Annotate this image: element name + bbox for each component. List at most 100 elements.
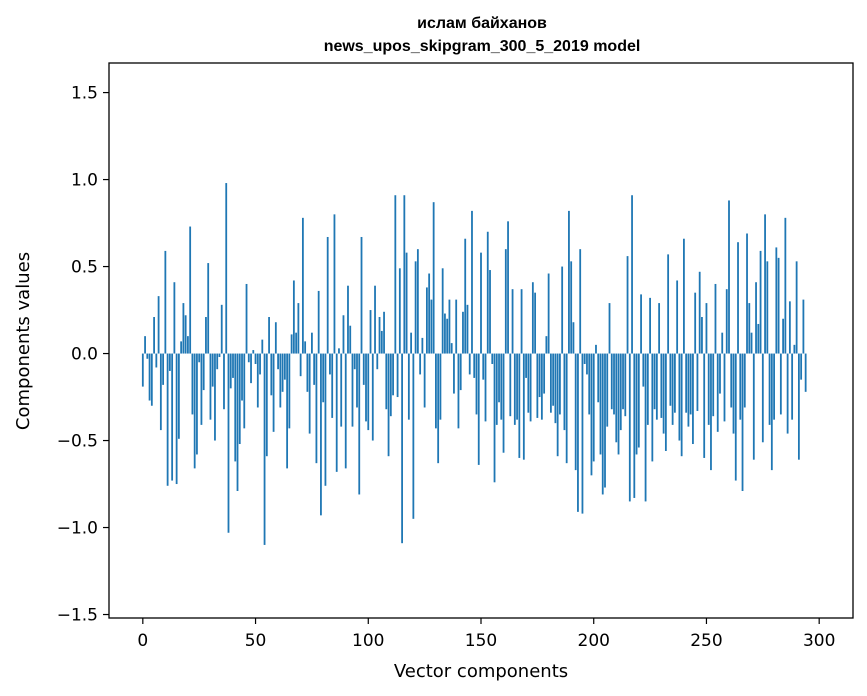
- bar: [214, 353, 216, 441]
- y-tick-label: −0.5: [57, 432, 98, 452]
- bar: [374, 285, 376, 354]
- bar: [502, 353, 505, 453]
- bar: [153, 317, 155, 354]
- bar: [667, 254, 670, 354]
- bar: [633, 353, 636, 498]
- bar: [779, 353, 782, 415]
- bar: [518, 353, 521, 458]
- bar: [683, 238, 685, 354]
- bar: [444, 313, 446, 354]
- bar: [525, 353, 527, 378]
- bar: [410, 332, 413, 354]
- bar: [504, 249, 507, 354]
- bar: [766, 261, 769, 354]
- bar: [770, 353, 773, 471]
- bar: [387, 353, 390, 457]
- bar: [430, 299, 433, 354]
- bar: [561, 266, 564, 354]
- bar: [574, 353, 577, 471]
- bar: [540, 353, 543, 420]
- bar: [333, 214, 336, 354]
- bar: [522, 353, 525, 460]
- bar: [610, 353, 613, 410]
- bar: [184, 315, 187, 354]
- bar: [475, 353, 478, 415]
- bar: [146, 353, 149, 359]
- bar: [669, 353, 672, 406]
- bar: [435, 353, 437, 429]
- y-tick-label: −1.0: [57, 519, 98, 539]
- bar: [701, 317, 703, 354]
- bar: [719, 353, 721, 394]
- bar: [802, 299, 805, 354]
- bar: [227, 353, 230, 533]
- bar: [730, 353, 733, 408]
- bar: [597, 353, 600, 403]
- bar: [173, 282, 176, 354]
- bar: [500, 353, 503, 420]
- bar: [547, 273, 550, 354]
- bar: [513, 353, 516, 425]
- bar: [710, 353, 712, 471]
- bar: [579, 249, 582, 354]
- bar: [290, 334, 293, 354]
- bar: [784, 217, 787, 354]
- bar: [241, 353, 243, 401]
- bar: [369, 310, 372, 354]
- bar: [795, 261, 798, 354]
- y-tick-label: −1.5: [57, 606, 98, 626]
- bar: [283, 353, 286, 380]
- bar: [692, 353, 694, 445]
- bar: [367, 353, 370, 431]
- bar: [608, 303, 611, 354]
- bar: [315, 353, 318, 464]
- bar: [281, 353, 284, 392]
- bar: [407, 353, 410, 420]
- bar: [279, 353, 282, 408]
- bar: [450, 343, 453, 354]
- x-tick-label: 300: [803, 631, 835, 651]
- bar: [687, 353, 690, 427]
- chart-subtitle: news_upos_skipgram_300_5_2019 model: [324, 38, 641, 55]
- bar: [360, 236, 363, 354]
- bar: [581, 353, 584, 514]
- bar: [353, 353, 356, 370]
- bar: [599, 353, 602, 455]
- bar: [640, 294, 642, 354]
- bar: [577, 353, 579, 512]
- bar: [631, 195, 633, 354]
- bar: [586, 353, 588, 375]
- bar: [317, 290, 320, 354]
- bar: [301, 217, 304, 354]
- bar: [757, 323, 760, 354]
- bar: [256, 353, 259, 408]
- bar: [471, 210, 473, 354]
- bar: [245, 283, 248, 354]
- bar: [383, 311, 385, 354]
- bar: [543, 353, 546, 394]
- bar: [705, 303, 708, 354]
- bar: [150, 353, 153, 406]
- bar: [187, 336, 189, 354]
- bar: [432, 202, 435, 354]
- bar: [232, 353, 234, 378]
- bar: [493, 353, 496, 483]
- bar: [304, 341, 307, 354]
- y-axis-ticks: −1.5 −1.0 −0.5 0.0 0.5 1.0 1.5: [57, 84, 109, 626]
- bar: [166, 353, 169, 486]
- bar: [617, 353, 620, 455]
- bar: [680, 353, 683, 457]
- bar: [703, 353, 706, 458]
- bar: [209, 353, 212, 420]
- bar: [340, 353, 343, 427]
- bar: [653, 353, 656, 410]
- bar: [464, 238, 467, 354]
- y-tick-label: 1.5: [71, 84, 98, 104]
- bar: [268, 317, 270, 354]
- bar: [590, 353, 593, 476]
- bar: [676, 280, 679, 354]
- bar: [484, 353, 487, 422]
- bar: [689, 353, 692, 415]
- bar: [489, 270, 491, 354]
